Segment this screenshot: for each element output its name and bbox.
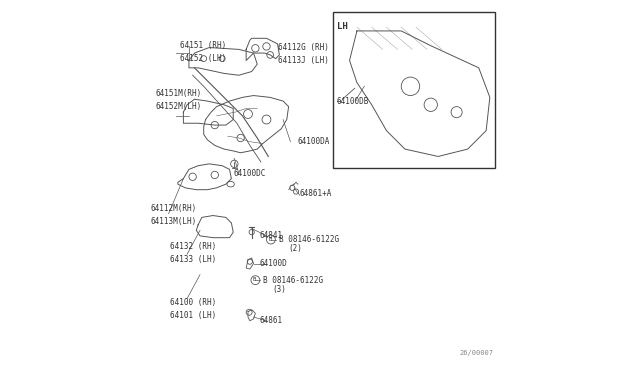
Text: 64113J (LH): 64113J (LH)	[278, 56, 328, 65]
Text: 64861+A: 64861+A	[300, 189, 332, 198]
Text: 64152 (LH): 64152 (LH)	[180, 54, 226, 63]
Text: 64152M(LH): 64152M(LH)	[156, 102, 202, 111]
Text: 64100DC: 64100DC	[233, 169, 266, 177]
Text: 26/00007: 26/00007	[460, 350, 493, 356]
Text: 64841: 64841	[259, 231, 282, 240]
Bar	[333, 13, 495, 167]
Text: B 08146-6122G: B 08146-6122G	[263, 276, 323, 285]
Text: 64101 (LH): 64101 (LH)	[170, 311, 217, 320]
Text: 64861: 64861	[259, 316, 282, 325]
Text: 64100DA: 64100DA	[298, 137, 330, 146]
Text: 64100D: 64100D	[259, 259, 287, 268]
Text: B 08146-6122G: B 08146-6122G	[280, 235, 339, 244]
Text: 64132 (RH): 64132 (RH)	[170, 243, 217, 251]
Text: (2): (2)	[289, 244, 303, 253]
Text: 64151 (RH): 64151 (RH)	[180, 41, 226, 50]
Text: B: B	[253, 277, 256, 282]
Text: 64113M(LH): 64113M(LH)	[150, 217, 196, 225]
Text: 64112M(RH): 64112M(RH)	[150, 203, 196, 213]
Text: 64100 (RH): 64100 (RH)	[170, 298, 217, 307]
Text: B: B	[268, 237, 271, 242]
Text: 64112G (RH): 64112G (RH)	[278, 43, 328, 52]
Text: 64151M(RH): 64151M(RH)	[156, 89, 202, 98]
Text: LH: LH	[337, 22, 348, 31]
Text: (3): (3)	[272, 285, 286, 294]
Text: 64100DB: 64100DB	[337, 97, 369, 106]
Text: 64133 (LH): 64133 (LH)	[170, 255, 217, 264]
